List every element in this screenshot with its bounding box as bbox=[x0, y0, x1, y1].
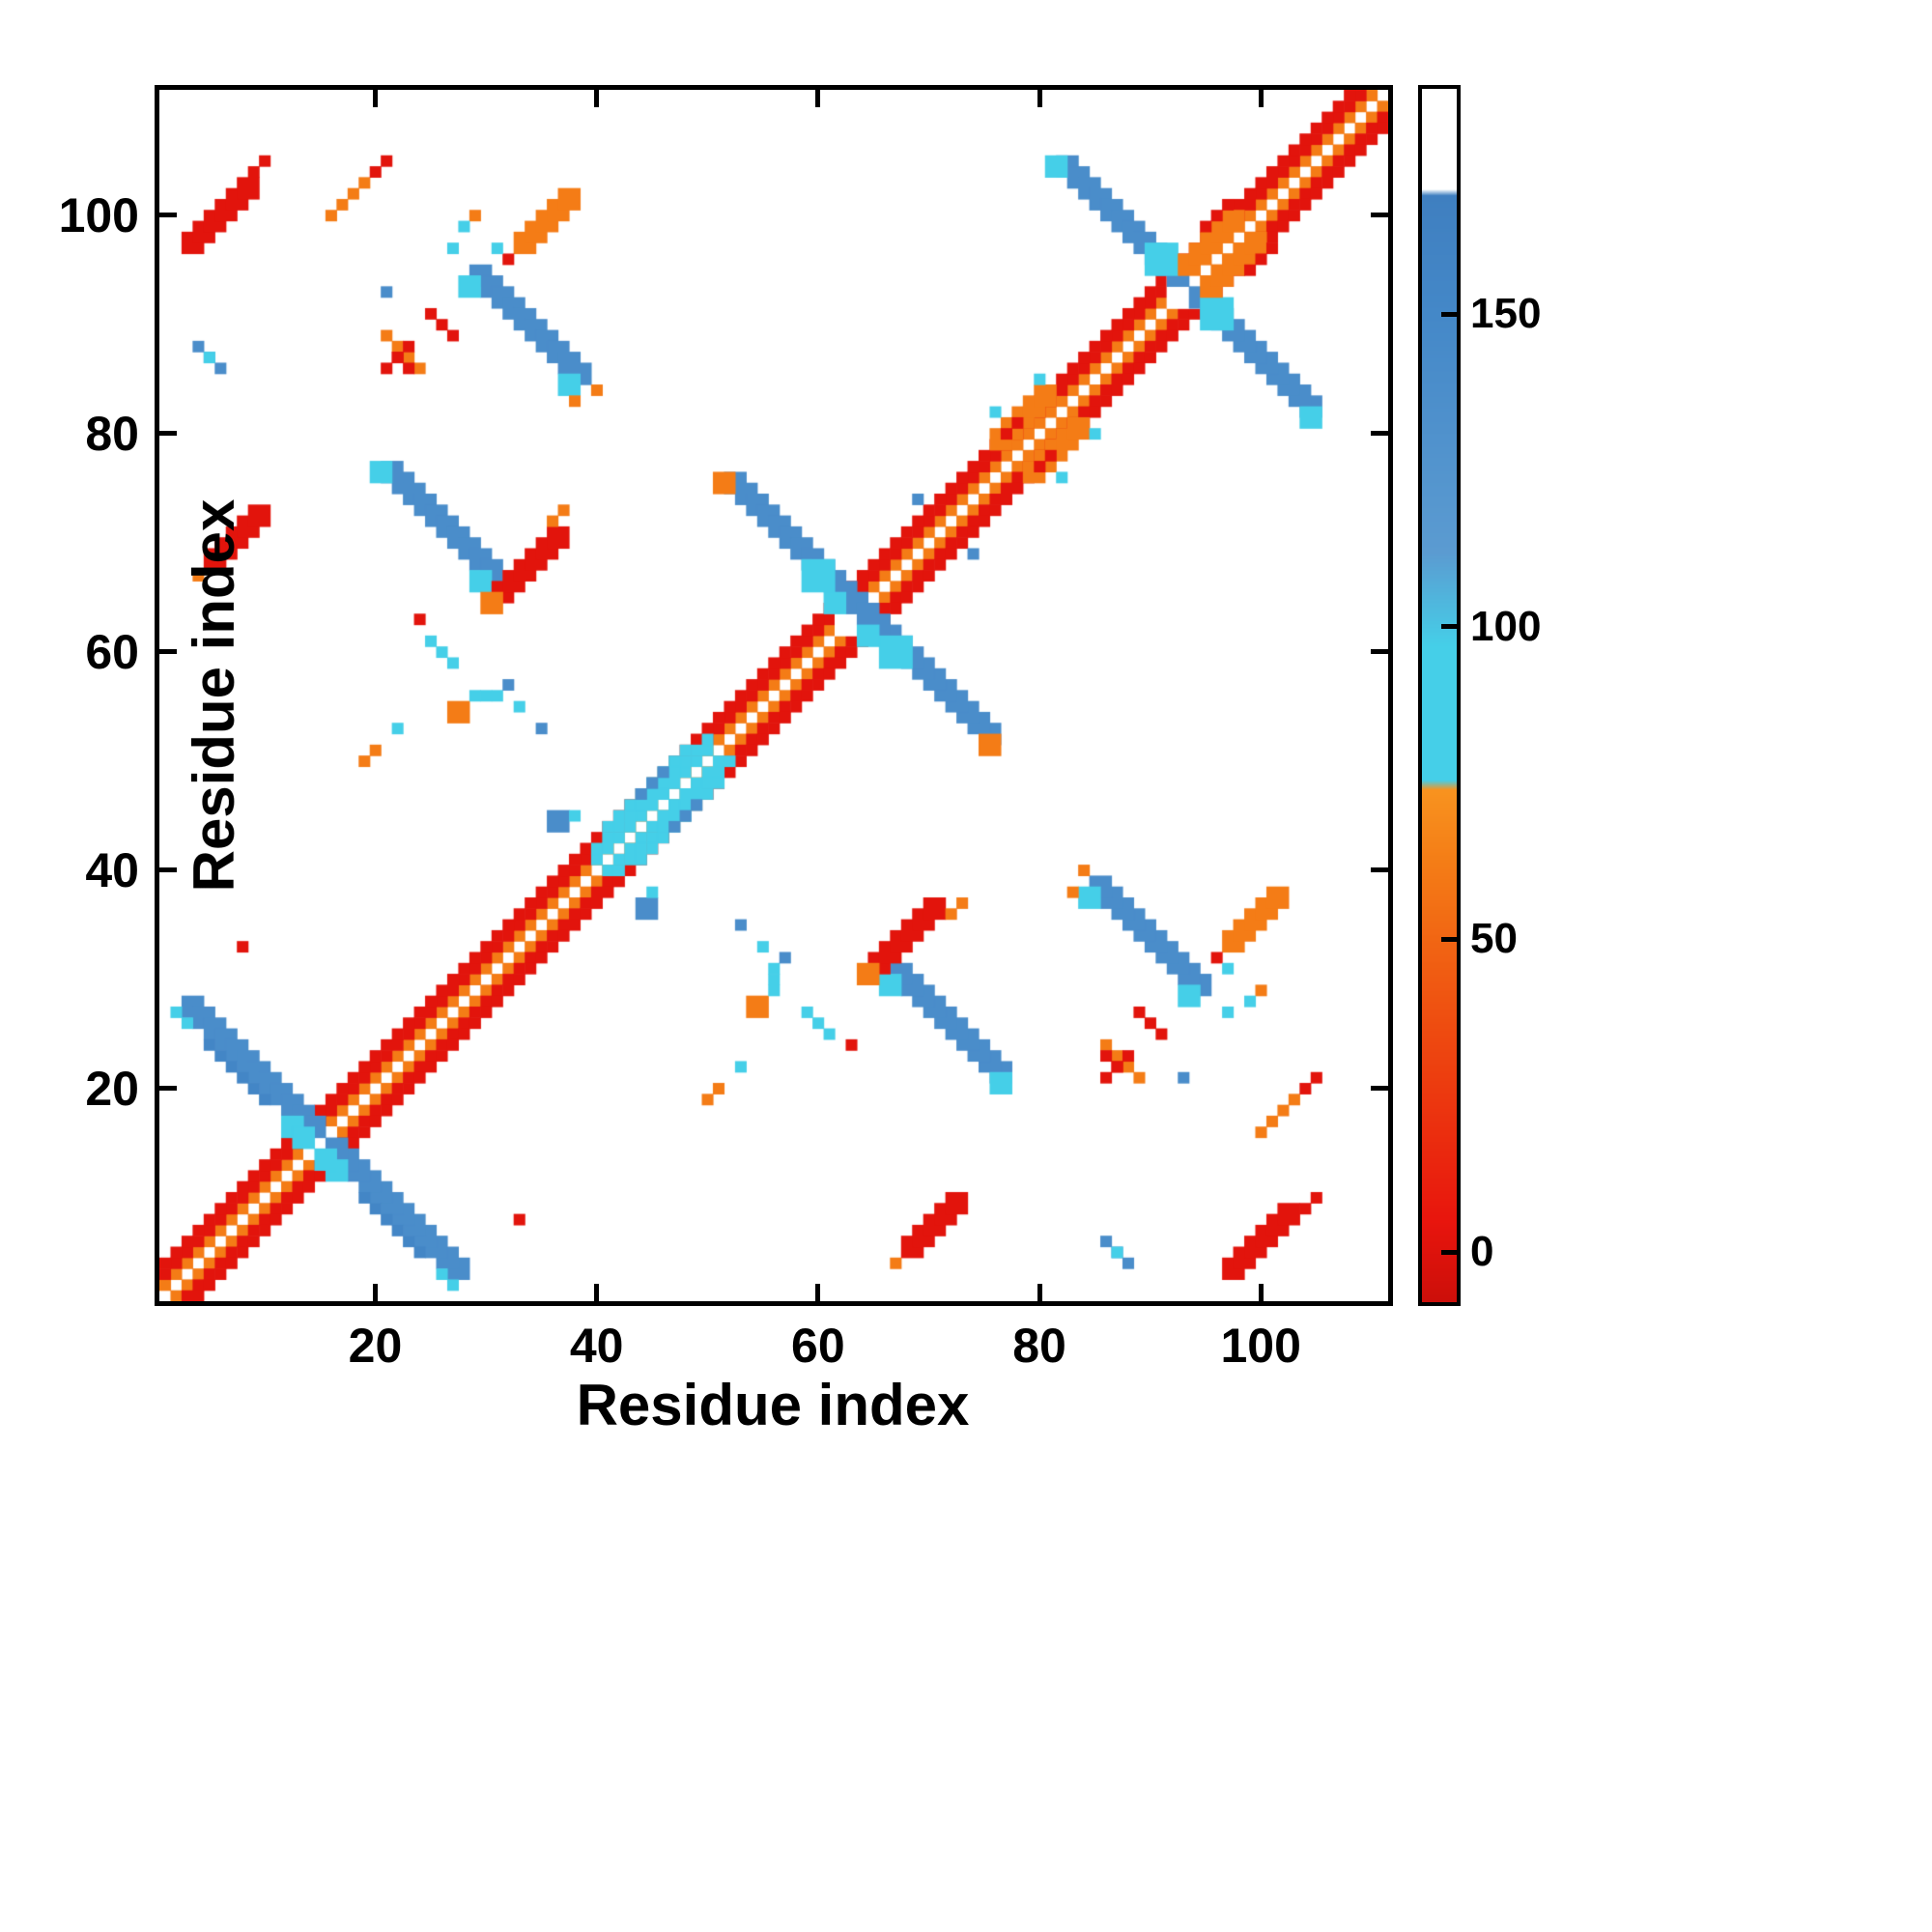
colorbar-tick-mark bbox=[1441, 936, 1457, 942]
y-tick-mark bbox=[1371, 1086, 1388, 1092]
x-tick-mark bbox=[594, 90, 600, 107]
colorbar-tick-mark bbox=[1441, 624, 1457, 630]
y-tick-mark bbox=[1371, 431, 1388, 437]
y-tick-mark bbox=[1371, 649, 1388, 655]
colorbar-tick-label: 0 bbox=[1470, 1228, 1494, 1276]
y-tick-mark bbox=[159, 867, 177, 873]
y-axis-label: Residue index bbox=[181, 498, 246, 893]
y-tick-mark bbox=[1371, 867, 1388, 873]
colorbar-tick-mark bbox=[1441, 311, 1457, 317]
x-tick-mark bbox=[815, 1284, 821, 1301]
colorbar bbox=[1418, 85, 1461, 1306]
y-tick-label: 60 bbox=[85, 624, 139, 679]
colorbar-canvas bbox=[1422, 89, 1457, 1302]
y-tick-label: 20 bbox=[85, 1061, 139, 1116]
x-tick-mark bbox=[1258, 1284, 1264, 1301]
x-tick-mark bbox=[372, 1284, 378, 1301]
y-tick-mark bbox=[159, 213, 177, 218]
x-tick-mark bbox=[1037, 1284, 1042, 1301]
x-tick-label: 60 bbox=[791, 1319, 845, 1373]
x-tick-label: 20 bbox=[348, 1319, 403, 1373]
heatmap-canvas bbox=[159, 90, 1388, 1301]
plot-area bbox=[155, 85, 1393, 1306]
x-tick-label: 100 bbox=[1220, 1319, 1301, 1373]
y-tick-mark bbox=[159, 649, 177, 655]
x-tick-mark bbox=[594, 1284, 600, 1301]
y-tick-label: 80 bbox=[85, 406, 139, 461]
x-tick-mark bbox=[815, 90, 821, 107]
y-tick-label: 40 bbox=[85, 842, 139, 897]
y-tick-mark bbox=[159, 431, 177, 437]
x-tick-mark bbox=[1037, 90, 1042, 107]
colorbar-tick-label: 50 bbox=[1470, 915, 1518, 963]
x-axis-label: Residue index bbox=[576, 1373, 970, 1437]
y-tick-mark bbox=[1371, 213, 1388, 218]
x-tick-mark bbox=[372, 90, 378, 107]
y-tick-mark bbox=[159, 1086, 177, 1092]
x-tick-label: 40 bbox=[569, 1319, 624, 1373]
colorbar-tick-mark bbox=[1441, 1249, 1457, 1255]
x-tick-mark bbox=[1258, 90, 1264, 107]
y-tick-label: 100 bbox=[58, 187, 139, 242]
colorbar-tick-label: 150 bbox=[1470, 290, 1542, 338]
x-tick-label: 80 bbox=[1012, 1319, 1066, 1373]
colorbar-tick-label: 100 bbox=[1470, 602, 1542, 650]
